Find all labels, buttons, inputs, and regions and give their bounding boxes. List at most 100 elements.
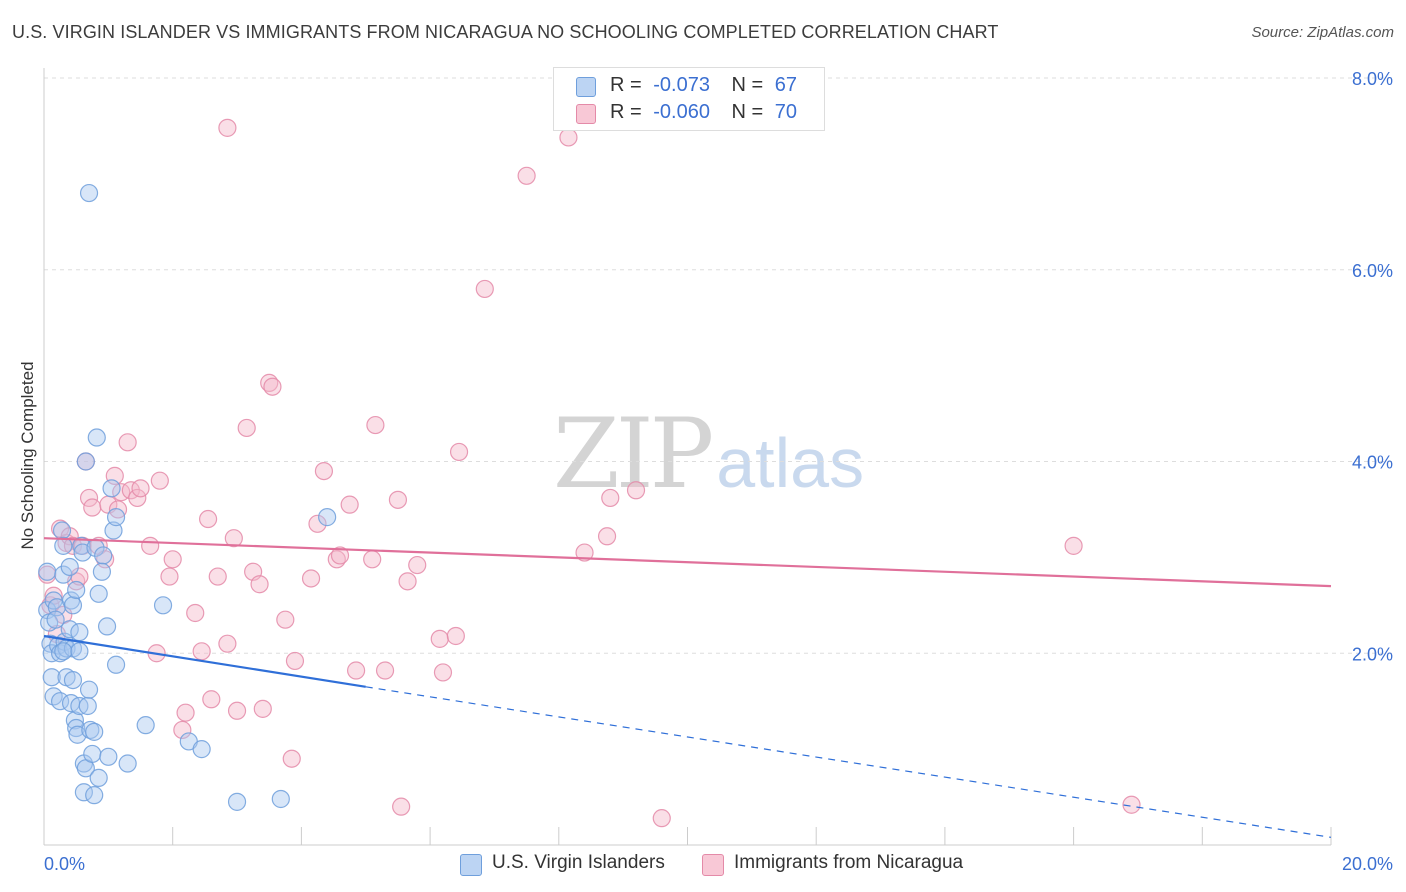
- trend-line-nicaragua: [43, 537, 1332, 588]
- point-virgin-islanders: [70, 623, 89, 642]
- axes: [43, 68, 1332, 846]
- point-nicaragua: [375, 661, 395, 680]
- point-nicaragua: [388, 490, 408, 509]
- point-virgin-islanders: [63, 596, 83, 615]
- point-nicaragua: [363, 550, 382, 569]
- point-nicaragua: [346, 661, 366, 680]
- point-nicaragua: [227, 701, 247, 720]
- point-virgin-islanders: [89, 768, 108, 787]
- point-virgin-islanders: [67, 718, 86, 738]
- tick-labels: 2.0% 4.0% 6.0% 8.0% 0.0% 20.0% No Schooling Co…: [18, 69, 1393, 874]
- point-virgin-islanders: [54, 642, 73, 661]
- y-tick-label: 2.0%: [1352, 644, 1393, 664]
- point-virgin-islanders: [72, 536, 91, 555]
- r-value: -0.060: [653, 101, 710, 123]
- point-nicaragua: [601, 488, 620, 508]
- point-virgin-islanders: [136, 716, 155, 735]
- point-virgin-islanders: [106, 655, 126, 674]
- point-nicaragua: [475, 279, 494, 299]
- x-tick-label: 0.0%: [44, 854, 85, 874]
- point-nicaragua: [118, 433, 137, 452]
- point-virgin-islanders: [42, 668, 61, 687]
- point-nicaragua: [83, 498, 102, 517]
- point-nicaragua: [218, 634, 237, 653]
- point-virgin-islanders: [94, 546, 113, 565]
- point-virgin-islanders: [85, 786, 104, 805]
- point-virgin-islanders: [79, 183, 99, 203]
- trend-line-virgin-islanders: [43, 634, 366, 688]
- point-nicaragua: [308, 514, 327, 533]
- legend-label: Immigrants from Nicaragua: [734, 852, 964, 873]
- point-nicaragua: [408, 555, 427, 575]
- point-nicaragua: [253, 699, 272, 718]
- point-nicaragua: [218, 118, 237, 137]
- point-virgin-islanders: [54, 536, 73, 555]
- point-nicaragua: [237, 418, 256, 438]
- point-nicaragua: [131, 479, 150, 498]
- trend-lines: [43, 537, 1332, 838]
- point-nicaragua: [575, 543, 594, 562]
- point-virgin-islanders: [83, 744, 102, 764]
- point-nicaragua: [208, 567, 227, 586]
- point-nicaragua: [433, 663, 453, 682]
- point-virgin-islanders: [70, 642, 89, 661]
- point-nicaragua: [301, 569, 321, 588]
- point-virgin-islanders: [79, 680, 99, 699]
- point-nicaragua: [330, 546, 350, 565]
- point-nicaragua: [79, 488, 99, 508]
- y-axis-label: No Schooling Completed: [18, 361, 37, 549]
- point-nicaragua: [449, 442, 469, 462]
- point-nicaragua: [597, 527, 617, 546]
- point-nicaragua: [282, 749, 301, 768]
- point-virgin-islanders: [104, 521, 123, 540]
- point-nicaragua: [176, 703, 195, 722]
- point-virgin-islanders: [76, 452, 95, 471]
- point-virgin-islanders: [153, 596, 173, 615]
- point-nicaragua: [366, 415, 385, 435]
- point-virgin-islanders: [46, 610, 65, 629]
- point-nicaragua: [224, 529, 243, 548]
- point-virgin-islanders: [89, 584, 108, 603]
- point-virgin-islanders: [97, 617, 117, 636]
- point-nicaragua: [128, 488, 147, 508]
- n-label: N =: [731, 101, 764, 123]
- point-virgin-islanders: [38, 562, 57, 581]
- point-virgin-islanders: [63, 670, 83, 690]
- point-nicaragua: [1122, 795, 1141, 814]
- point-nicaragua: [70, 567, 89, 586]
- y-tick-label: 8.0%: [1352, 69, 1393, 89]
- point-virgin-islanders: [192, 740, 211, 759]
- point-virgin-islanders: [60, 557, 79, 577]
- point-nicaragua: [340, 495, 359, 514]
- point-nicaragua: [186, 603, 205, 623]
- point-nicaragua: [430, 629, 449, 648]
- point-nicaragua: [198, 509, 218, 529]
- point-nicaragua: [150, 471, 169, 490]
- point-virgin-islanders: [318, 508, 337, 527]
- point-nicaragua: [517, 166, 536, 185]
- chart-title: U.S. VIRGIN ISLANDER VS IMMIGRANTS FROM …: [12, 22, 999, 42]
- point-nicaragua: [1064, 536, 1083, 555]
- trend-line-virgin-islanders-projection: [365, 686, 1332, 838]
- point-virgin-islanders: [227, 792, 247, 811]
- data-points: [38, 118, 1141, 828]
- point-nicaragua: [250, 575, 269, 594]
- point-virgin-islanders: [78, 696, 97, 716]
- r-label: R =: [610, 74, 642, 96]
- point-nicaragua: [626, 481, 646, 500]
- source-label: Source: ZipAtlas.com: [1251, 24, 1394, 41]
- point-virgin-islanders: [92, 562, 112, 581]
- point-nicaragua: [652, 809, 671, 828]
- point-nicaragua: [163, 550, 182, 569]
- blue-swatch: [460, 854, 482, 876]
- point-nicaragua: [173, 720, 192, 740]
- x-tick-label: 20.0%: [1342, 854, 1393, 874]
- point-nicaragua: [392, 797, 411, 816]
- point-nicaragua: [559, 128, 578, 147]
- point-nicaragua: [141, 536, 160, 555]
- point-virgin-islanders: [85, 722, 104, 741]
- point-nicaragua: [108, 500, 128, 519]
- legend-label: U.S. Virgin Islanders: [492, 852, 665, 873]
- y-tick-label: 4.0%: [1352, 453, 1393, 473]
